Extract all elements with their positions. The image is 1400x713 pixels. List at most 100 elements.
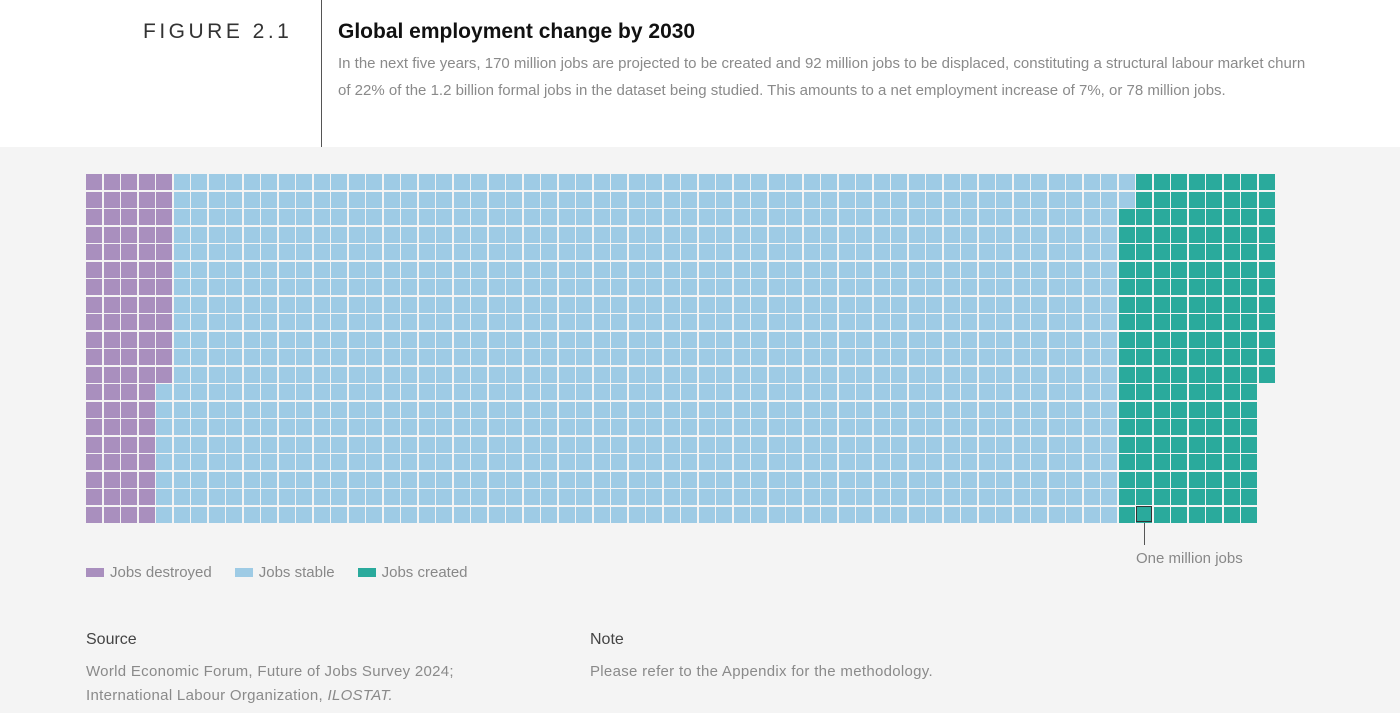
cell-jobs-stable (856, 209, 872, 225)
cell-jobs-stable (628, 366, 645, 383)
cell-jobs-stable (576, 331, 592, 348)
cell-jobs-stable (873, 349, 890, 365)
cell-jobs-created (1136, 209, 1152, 225)
cell-jobs-stable (611, 296, 627, 313)
cell-jobs-stable (173, 471, 190, 488)
cell-jobs-created (1118, 261, 1135, 278)
cell-jobs-stable (803, 226, 820, 243)
cell-jobs-stable (943, 506, 960, 523)
cell-jobs-stable (838, 314, 855, 330)
cell-jobs-stable (576, 296, 592, 313)
cell-jobs-stable (663, 401, 680, 418)
cell-jobs-stable (838, 296, 855, 313)
cell-jobs-stable (243, 506, 260, 523)
cell-jobs-stable (1118, 191, 1135, 208)
cell-jobs-stable (383, 226, 400, 243)
cell-jobs-stable (558, 226, 575, 243)
cell-jobs-stable (383, 244, 400, 260)
cell-jobs-stable (576, 261, 592, 278)
cell-jobs-stable (471, 314, 487, 330)
cell-jobs-destroyed (138, 244, 155, 260)
cell-jobs-stable (541, 436, 557, 453)
cell-jobs-created (1136, 261, 1152, 278)
cell-jobs-destroyed (121, 506, 137, 523)
cell-jobs-stable (926, 209, 942, 225)
cell-jobs-created (1171, 349, 1187, 365)
cell-jobs-created (1206, 331, 1222, 348)
cell-jobs-stable (978, 454, 995, 470)
cell-jobs-stable (803, 454, 820, 470)
cell-jobs-stable (471, 209, 487, 225)
cell-jobs-stable (383, 384, 400, 400)
cell-jobs-destroyed (103, 489, 120, 505)
cell-jobs-stable (628, 401, 645, 418)
cell-jobs-stable (558, 349, 575, 365)
cell-jobs-stable (1013, 454, 1030, 470)
cell-jobs-stable (856, 471, 872, 488)
cell-jobs-stable (803, 331, 820, 348)
cell-jobs-stable (173, 384, 190, 400)
cell-jobs-stable (243, 366, 260, 383)
cell-jobs-stable (628, 174, 645, 190)
cell-jobs-stable (418, 191, 435, 208)
cell-jobs-stable (471, 419, 487, 435)
cell-jobs-stable (786, 226, 802, 243)
cell-jobs-stable (1066, 401, 1082, 418)
cell-jobs-created (1258, 209, 1275, 225)
cell-jobs-stable (681, 174, 697, 190)
cell-jobs-stable (243, 384, 260, 400)
cell-jobs-stable (488, 471, 505, 488)
cell-jobs-stable (908, 296, 925, 313)
cell-jobs-stable (786, 209, 802, 225)
cell-jobs-stable (908, 331, 925, 348)
cell-jobs-created (1118, 471, 1135, 488)
cell-jobs-stable (1013, 174, 1030, 190)
cell-jobs-stable (1013, 384, 1030, 400)
cell-jobs-stable (733, 384, 750, 400)
cell-jobs-stable (278, 436, 295, 453)
cell-jobs-stable (768, 296, 785, 313)
cell-jobs-stable (313, 331, 330, 348)
cell-jobs-stable (1031, 314, 1047, 330)
cell-jobs-created (1136, 279, 1152, 295)
cell-jobs-stable (681, 296, 697, 313)
cell-jobs-stable (716, 296, 732, 313)
cell-jobs-stable (278, 401, 295, 418)
cell-jobs-stable (208, 419, 225, 435)
cell-jobs-destroyed (121, 366, 137, 383)
cell-jobs-stable (646, 244, 662, 260)
cell-jobs-stable (383, 209, 400, 225)
cell-jobs-stable (401, 454, 417, 470)
cell-jobs-created (1241, 296, 1257, 313)
cell-jobs-created (1188, 349, 1205, 365)
cell-jobs-stable (628, 489, 645, 505)
cell-jobs-stable (751, 279, 767, 295)
cell-jobs-stable (698, 174, 715, 190)
cell-jobs-stable (856, 419, 872, 435)
cell-jobs-stable (803, 209, 820, 225)
cell-jobs-stable (348, 506, 365, 523)
cell-jobs-stable (401, 401, 417, 418)
cell-jobs-stable (698, 314, 715, 330)
cell-jobs-stable (331, 279, 347, 295)
cell-jobs-stable (628, 226, 645, 243)
cell-jobs-stable (803, 419, 820, 435)
cell-jobs-stable (1066, 261, 1082, 278)
cell-jobs-stable (873, 366, 890, 383)
cell-jobs-stable (821, 226, 837, 243)
cell-jobs-destroyed (103, 244, 120, 260)
cell-jobs-destroyed (156, 366, 172, 383)
cell-jobs-stable (1083, 506, 1100, 523)
cell-jobs-stable (821, 279, 837, 295)
cell-jobs-stable (943, 244, 960, 260)
cell-jobs-stable (908, 454, 925, 470)
cell-jobs-stable (751, 366, 767, 383)
cell-jobs-created (1223, 401, 1240, 418)
cell-jobs-stable (523, 314, 540, 330)
cell-jobs-destroyed (86, 279, 102, 295)
cell-jobs-stable (366, 384, 382, 400)
source-heading: Source (86, 631, 137, 648)
cell-jobs-stable (191, 506, 207, 523)
cell-jobs-stable (768, 244, 785, 260)
cell-jobs-stable (418, 331, 435, 348)
